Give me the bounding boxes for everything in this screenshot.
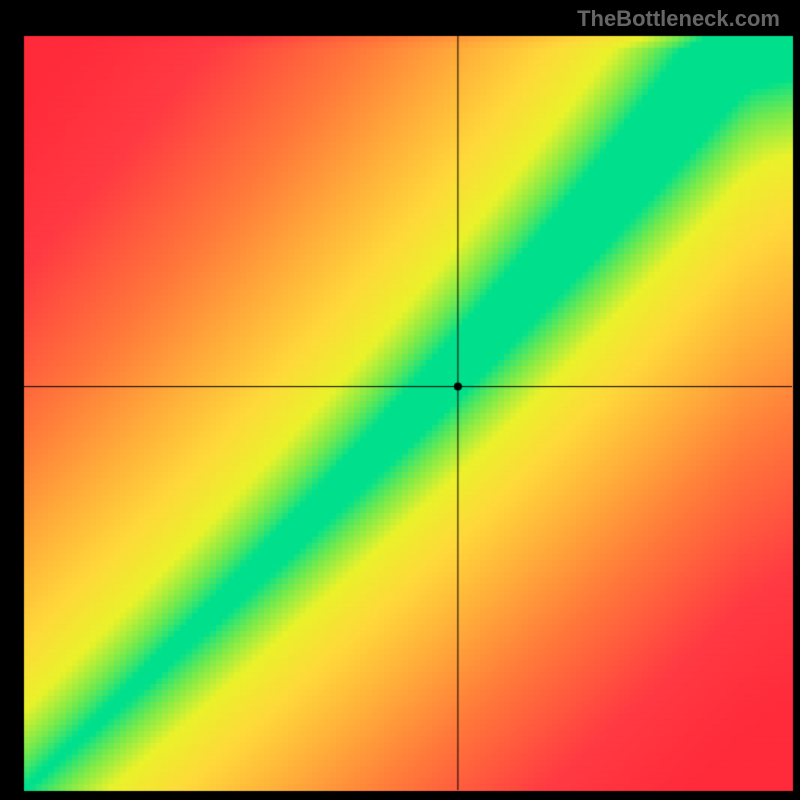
watermark-text: TheBottleneck.com <box>577 6 780 32</box>
bottleneck-heatmap <box>0 0 800 800</box>
